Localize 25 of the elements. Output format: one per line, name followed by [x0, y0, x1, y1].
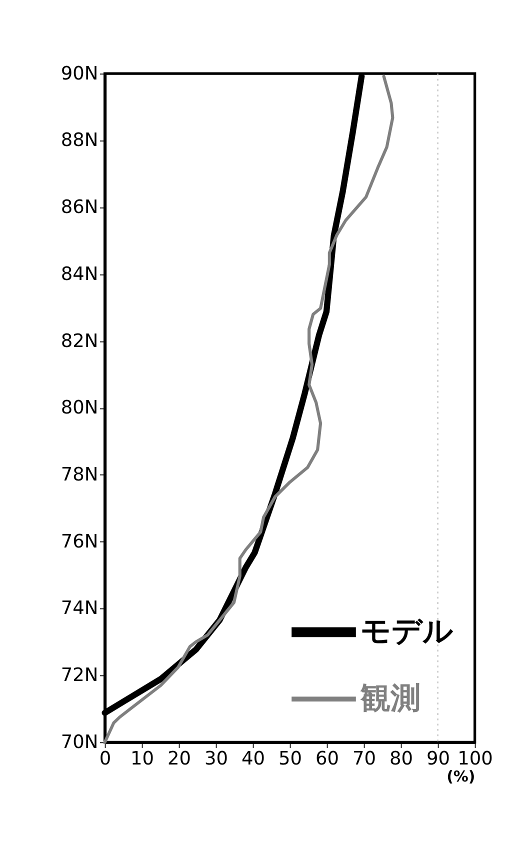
y-tick-label: 78N — [60, 464, 98, 486]
y-tick-label: 86N — [60, 197, 98, 218]
x-tick-label: 20 — [168, 748, 192, 770]
x-tick-label: 50 — [278, 748, 302, 770]
y-tick-label: 82N — [60, 330, 98, 352]
y-tick-label: 84N — [60, 264, 98, 285]
x-tick-label: 40 — [242, 748, 266, 770]
x-tick-label: 10 — [130, 748, 154, 770]
x-axis-title: (%) — [446, 767, 476, 786]
x-tick-label: 0 — [99, 748, 112, 770]
y-tick-label: 90N — [60, 63, 98, 84]
legend-label: 観測 — [359, 680, 420, 716]
y-tick-label: 88N — [60, 130, 98, 152]
x-tick-label: 90 — [426, 748, 450, 770]
y-tick-label: 70N — [60, 732, 98, 753]
y-tick-label: 76N — [60, 531, 98, 552]
x-tick-label: 30 — [204, 748, 228, 770]
y-tick-label: 72N — [60, 665, 98, 686]
x-tick-label: 60 — [316, 748, 340, 770]
y-tick-label: 80N — [60, 398, 98, 419]
x-tick-label: 100 — [458, 748, 493, 770]
x-tick-label: 80 — [390, 748, 414, 770]
x-tick-label: 70 — [352, 748, 376, 770]
y-tick-label: 74N — [60, 598, 98, 620]
legend-label: モデル — [360, 614, 454, 649]
